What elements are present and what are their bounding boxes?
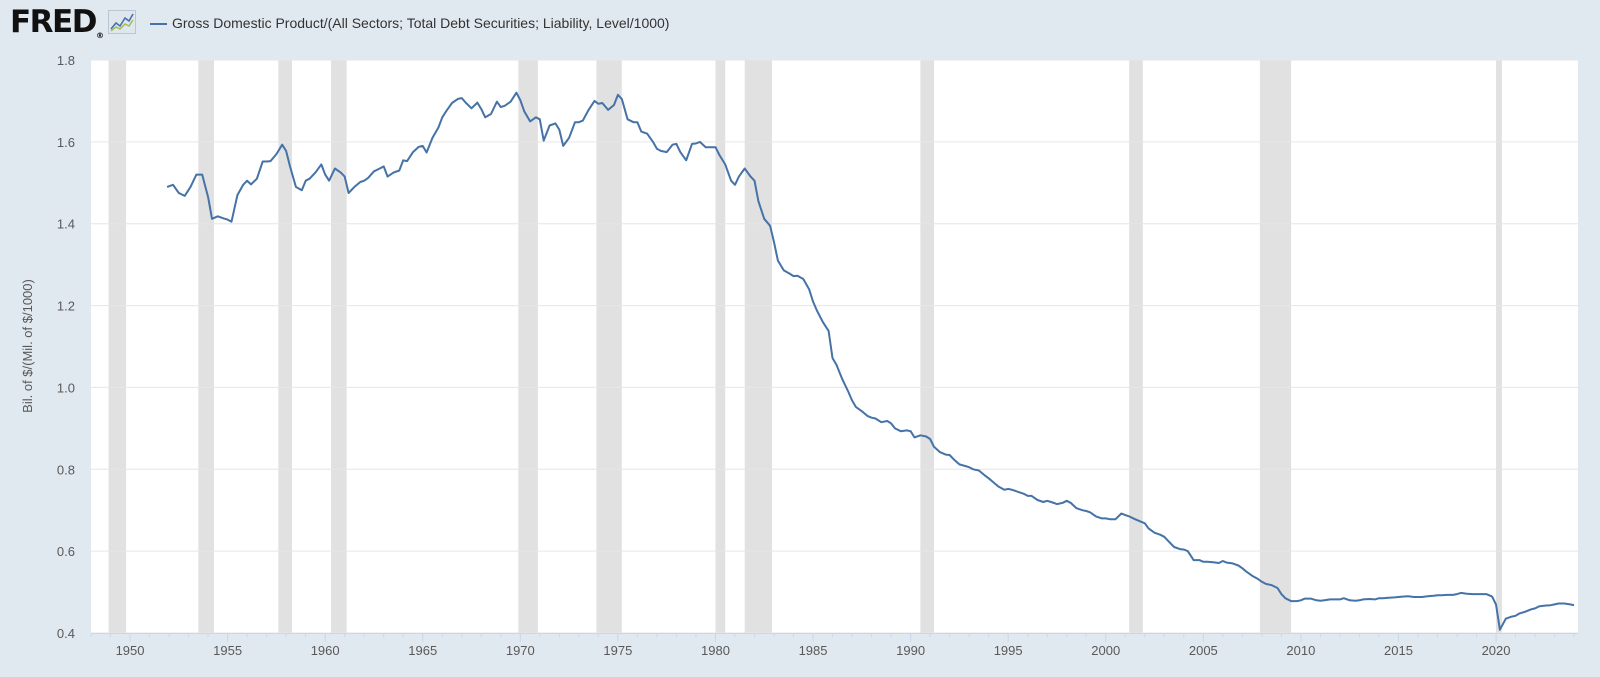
x-tick-label: 2020	[1482, 643, 1511, 658]
recession-band	[198, 60, 214, 633]
fred-logo[interactable]: FRED®	[10, 4, 104, 40]
registered-mark: ®	[95, 31, 104, 40]
recession-band	[518, 60, 538, 633]
x-tick-label: 1970	[506, 643, 535, 658]
x-tick-label: 1990	[896, 643, 925, 658]
recession-bands	[108, 60, 1502, 633]
recession-band	[1129, 60, 1143, 633]
x-tick-label: 1995	[994, 643, 1023, 658]
series-line[interactable]	[166, 91, 1575, 631]
y-tick-label: 1.6	[57, 135, 75, 150]
y-tick-label: 0.6	[57, 544, 75, 559]
recession-band	[108, 60, 127, 633]
x-axis: 1950 1955 1960 1965 1970 1975 1980 1985 1990 1995…	[90, 633, 1578, 658]
y-tick-label: 1.8	[57, 53, 75, 68]
x-tick-label: 1975	[603, 643, 632, 658]
y-axis: 0.4 0.6 0.8 1.0 1.2 1.4 1.6 1.8	[57, 53, 75, 641]
recession-band	[715, 60, 726, 633]
x-tick-label: 2015	[1384, 643, 1413, 658]
x-tick-label: 1980	[701, 643, 730, 658]
recession-band	[596, 60, 622, 633]
y-tick-label: 1.4	[57, 217, 75, 232]
y-tick-label: 1.2	[57, 299, 75, 314]
y-tick-label: 1.0	[57, 380, 75, 395]
legend-label: Gross Domestic Product/(All Sectors; Tot…	[172, 15, 670, 31]
x-tick-label: 2000	[1091, 643, 1120, 658]
plot-area	[91, 60, 1578, 633]
x-tick-label: 1965	[408, 643, 437, 658]
recession-band	[920, 60, 935, 633]
recession-band	[744, 60, 773, 633]
chart-header: FRED® Gross Domestic Product/(All Sector…	[0, 0, 1600, 50]
y-tick-label: 0.4	[57, 626, 75, 641]
legend-swatch	[150, 23, 167, 25]
recession-band	[1496, 60, 1502, 633]
x-tick-label: 1985	[799, 643, 828, 658]
recession-band	[278, 60, 292, 633]
fred-logo-text: FRED	[10, 4, 97, 40]
x-tick-label: 2010	[1286, 643, 1315, 658]
x-tick-label: 1955	[213, 643, 242, 658]
fred-graph-icon	[108, 10, 136, 34]
x-tick-label: 1950	[116, 643, 145, 658]
x-tick-label: 1960	[311, 643, 340, 658]
y-tick-label: 0.8	[57, 462, 75, 477]
recession-band	[1259, 60, 1292, 633]
x-tick-label: 2005	[1189, 643, 1218, 658]
y-axis-title: Bil. of $/(Mil. of $/1000)	[20, 279, 35, 413]
recession-band	[331, 60, 347, 633]
